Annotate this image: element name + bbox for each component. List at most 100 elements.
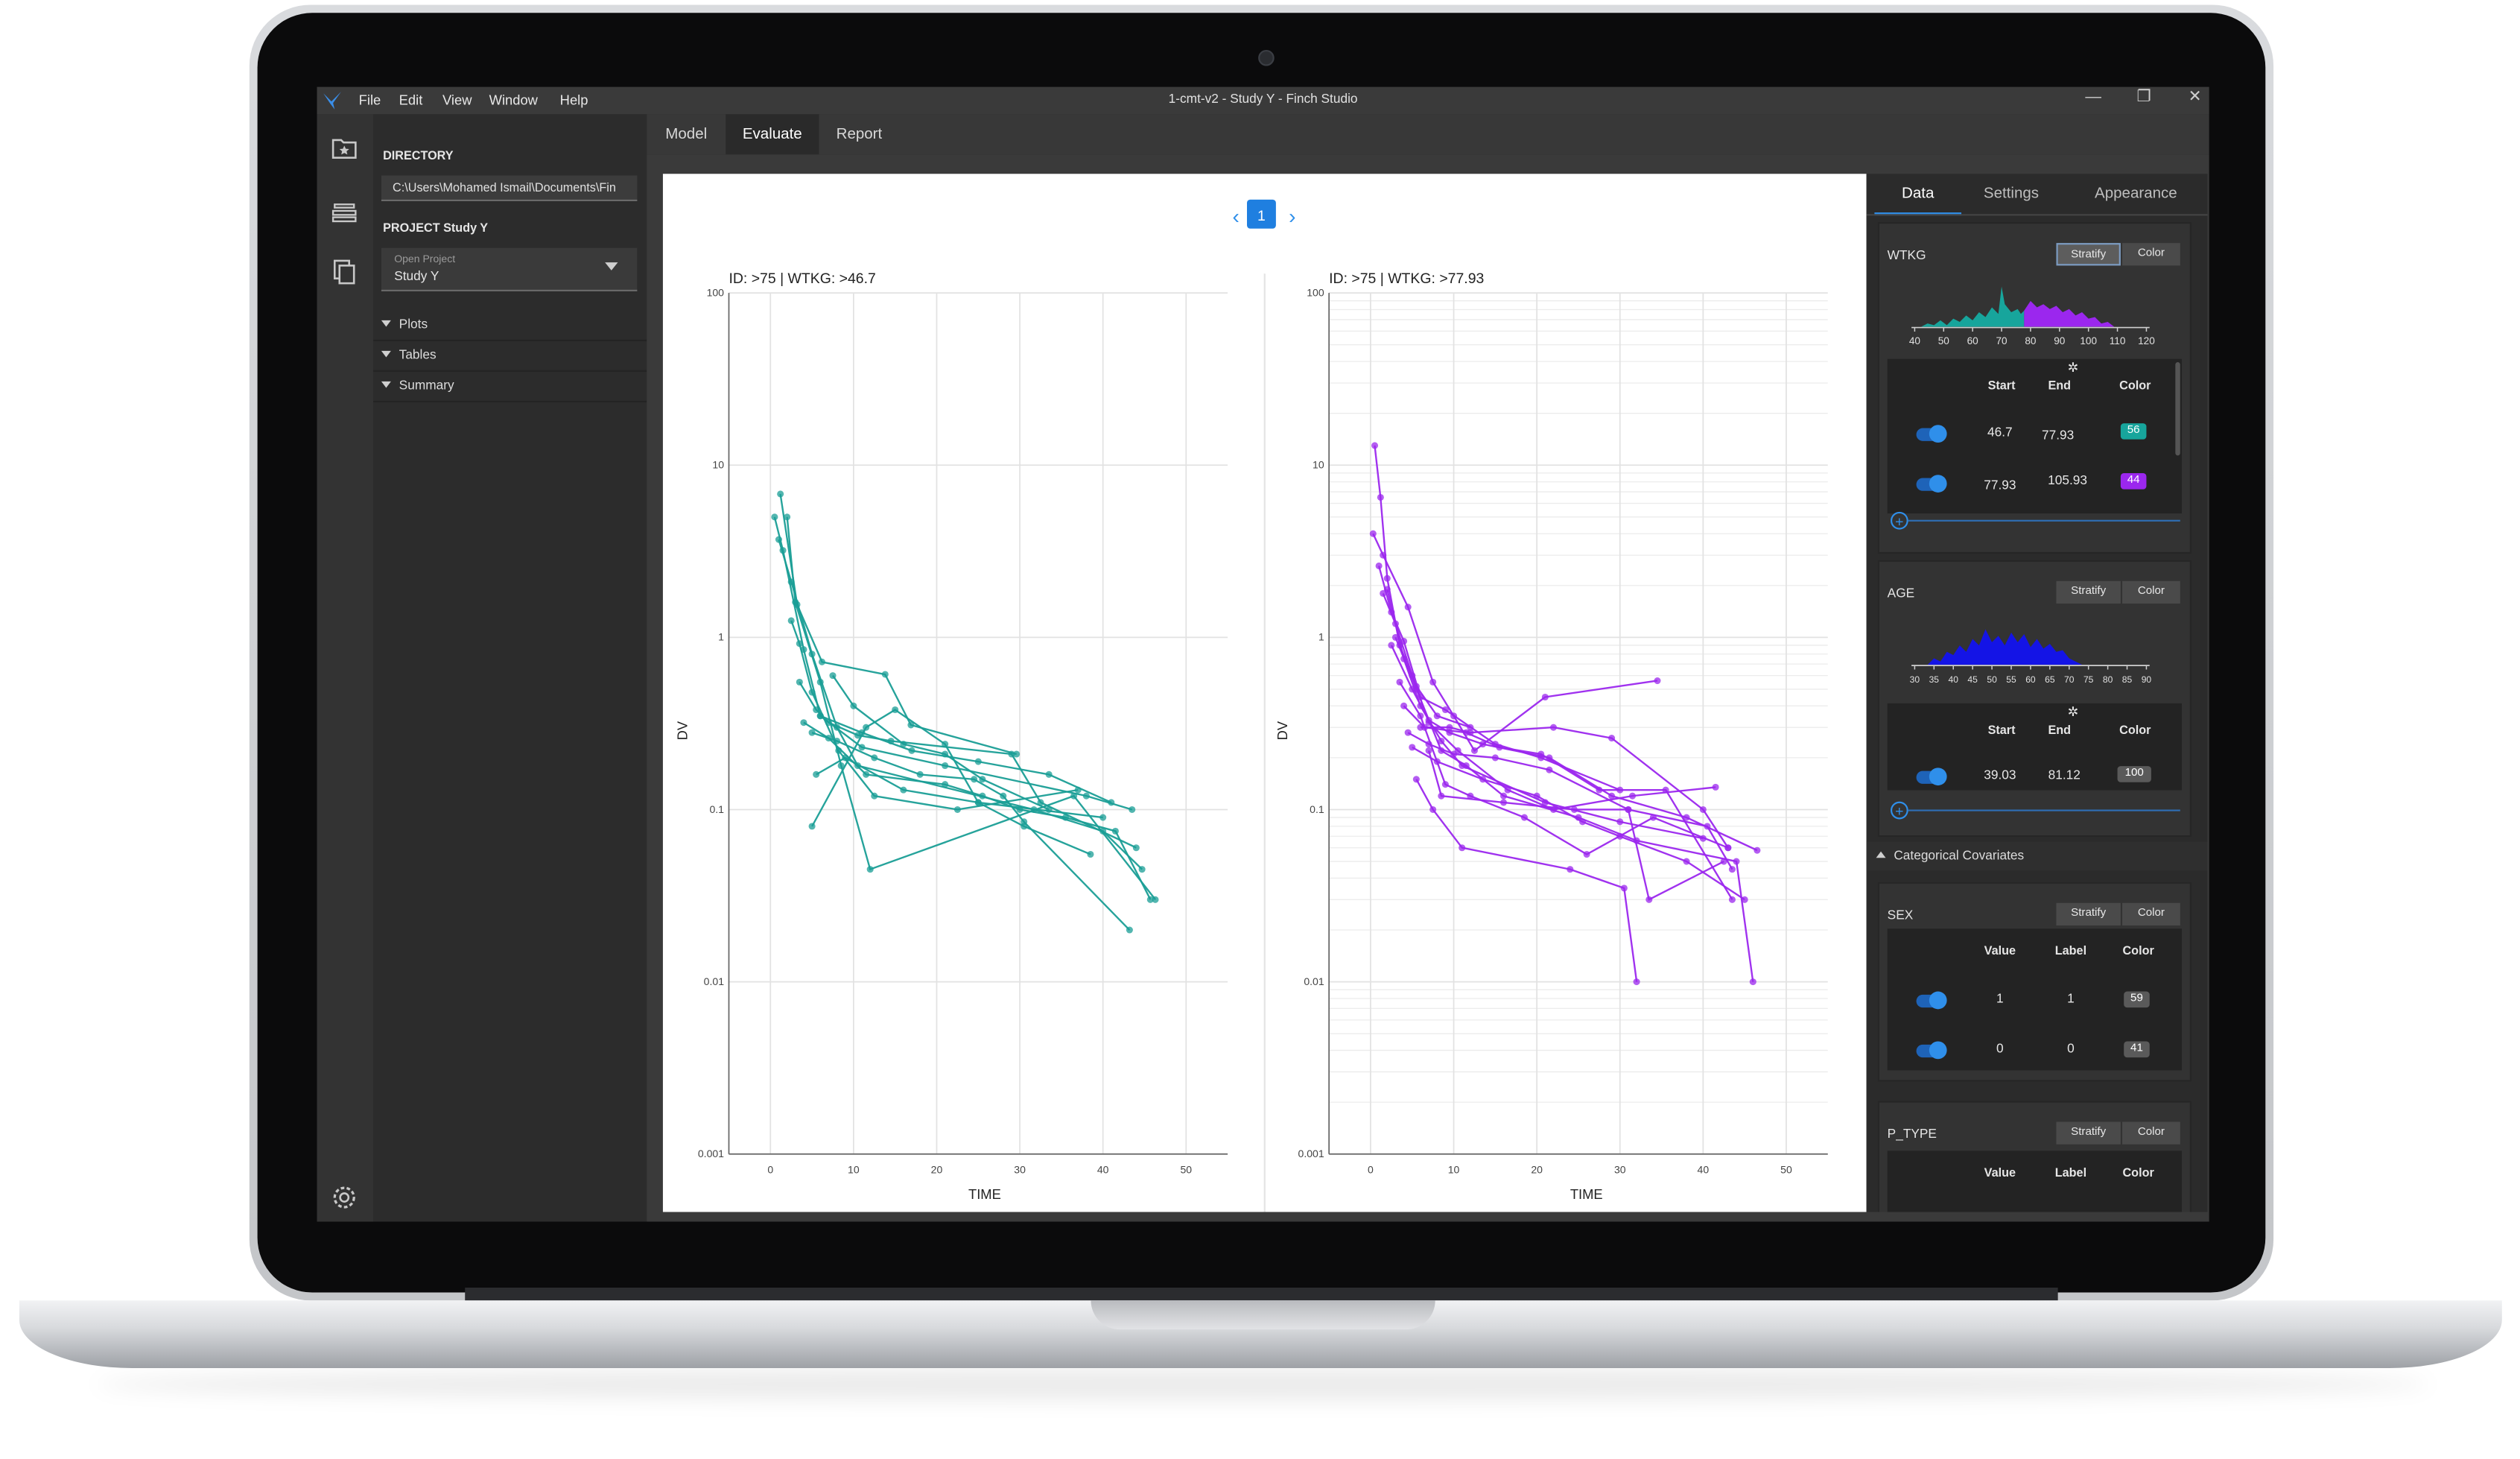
data-point: [850, 702, 857, 709]
data-point: [1467, 792, 1474, 800]
directory-path-input[interactable]: C:\Users\Mohamed Ismail\Documents\Fin: [381, 175, 638, 201]
color-button[interactable]: Color: [2122, 580, 2180, 604]
gear-icon[interactable]: ✲: [2067, 705, 2079, 720]
color-button[interactable]: Color: [2122, 243, 2180, 266]
open-project-select[interactable]: Open Project Study Y: [381, 247, 638, 291]
stratify-button[interactable]: Stratify: [2056, 243, 2121, 266]
hist-tick-label: 60: [2025, 674, 2036, 685]
color-button[interactable]: Color: [2122, 902, 2180, 925]
data-point: [979, 792, 986, 800]
close-button[interactable]: ✕: [2188, 88, 2202, 107]
copy-icon[interactable]: [330, 258, 359, 287]
pager-prev-icon[interactable]: ‹: [1233, 205, 1240, 228]
data-point: [842, 754, 849, 762]
col-end: End: [2048, 722, 2072, 738]
hist-tick-label: 30: [1910, 674, 1920, 685]
data-point: [1728, 866, 1736, 873]
pager-next-icon[interactable]: ›: [1289, 205, 1295, 228]
sex-title: SEX: [1887, 908, 1914, 922]
data-point: [1625, 806, 1632, 814]
value-cell: 0: [1996, 1041, 2004, 1056]
menu-file[interactable]: File: [358, 92, 381, 108]
menu-view[interactable]: View: [442, 92, 472, 108]
menu-help[interactable]: Help: [559, 92, 588, 108]
tab-settings[interactable]: Settings: [1983, 185, 2040, 203]
start-value[interactable]: 39.03: [1984, 768, 2016, 782]
count-badge[interactable]: 56: [2120, 423, 2147, 440]
series-line: [778, 539, 1143, 870]
tree-item-summary[interactable]: Summary: [373, 372, 647, 402]
folder-star-icon[interactable]: [330, 133, 359, 162]
age-mode-toggle: Stratify Color: [2056, 580, 2180, 604]
data-point: [908, 747, 915, 754]
row-toggle[interactable]: [1916, 1041, 1947, 1060]
row-toggle[interactable]: [1916, 768, 1947, 786]
menu-edit[interactable]: Edit: [399, 92, 423, 108]
gear-icon[interactable]: ✲: [2067, 360, 2079, 376]
pager-current-button[interactable]: [1247, 199, 1276, 229]
data-point: [1733, 858, 1740, 865]
categorical-covariates-header[interactable]: Categorical Covariates: [1866, 841, 2208, 871]
count-badge[interactable]: 59: [2124, 991, 2150, 1008]
data-point: [1608, 792, 1616, 800]
tab-evaluate[interactable]: Evaluate: [726, 114, 819, 155]
project-heading: PROJECT Study Y: [383, 220, 489, 235]
add-range-icon[interactable]: +: [1891, 801, 1908, 820]
count-badge[interactable]: 41: [2124, 1041, 2150, 1058]
end-value[interactable]: 77.93: [2042, 428, 2075, 443]
data-point: [787, 617, 795, 624]
scrollbar[interactable]: [2175, 362, 2180, 456]
end-value[interactable]: 105.93: [2048, 473, 2088, 488]
data-point: [1380, 551, 1387, 559]
window-title: 1-cmt-v2 - Study Y - Finch Studio: [1168, 92, 1358, 107]
data-point: [784, 513, 791, 521]
start-value[interactable]: 46.7: [1987, 425, 2013, 440]
tab-data[interactable]: Data: [1874, 177, 1962, 216]
series-line: [811, 732, 1131, 931]
stratify-button[interactable]: Stratify: [2056, 902, 2121, 925]
end-value[interactable]: 81.12: [2048, 768, 2081, 782]
stratify-button[interactable]: Stratify: [2056, 1121, 2121, 1145]
data-point: [1438, 737, 1445, 745]
data-point: [1129, 806, 1136, 814]
hist-tick-label: 110: [2110, 335, 2126, 346]
data-point: [1369, 530, 1377, 537]
row-toggle[interactable]: [1916, 475, 1947, 493]
data-point: [1061, 814, 1069, 821]
settings-gear-icon[interactable]: [330, 1183, 359, 1212]
data-point: [871, 792, 878, 800]
restore-button[interactable]: ❐: [2136, 88, 2151, 107]
label-cell[interactable]: 0: [2067, 1041, 2075, 1056]
tree-item-plots[interactable]: Plots: [373, 311, 647, 341]
data-point: [1371, 442, 1379, 449]
label-cell[interactable]: 1: [2067, 991, 2075, 1006]
data-point: [1108, 799, 1115, 806]
menu-window[interactable]: Window: [489, 92, 538, 108]
layers-icon[interactable]: [330, 197, 359, 226]
tab-report[interactable]: Report: [836, 125, 883, 144]
data-point: [942, 781, 949, 788]
value-cell: 1: [1996, 991, 2004, 1006]
count-badge[interactable]: 100: [2117, 766, 2151, 782]
color-button[interactable]: Color: [2122, 1121, 2180, 1145]
data-point: [1499, 799, 1508, 806]
minimize-button[interactable]: —: [2085, 88, 2101, 107]
tab-appearance[interactable]: Appearance: [2095, 185, 2177, 203]
data-point: [863, 724, 870, 731]
data-point: [1433, 758, 1441, 765]
row-toggle[interactable]: [1916, 425, 1947, 443]
data-point: [1567, 866, 1574, 873]
stratify-button[interactable]: Stratify: [2056, 580, 2121, 604]
col-start: Start: [1987, 378, 2016, 393]
data-point: [808, 823, 816, 830]
start-value[interactable]: 77.93: [1984, 478, 2016, 493]
tree-item-tables[interactable]: Tables: [373, 341, 647, 372]
wtkg-title: WTKG: [1887, 247, 1926, 263]
series-line: [816, 756, 1091, 855]
pager-current-label: 1: [1257, 208, 1266, 224]
row-toggle[interactable]: [1916, 991, 1947, 1010]
data-point: [953, 806, 961, 814]
add-range-icon[interactable]: +: [1891, 511, 1908, 530]
count-badge[interactable]: 44: [2120, 473, 2147, 490]
tab-model[interactable]: Model: [665, 125, 708, 144]
